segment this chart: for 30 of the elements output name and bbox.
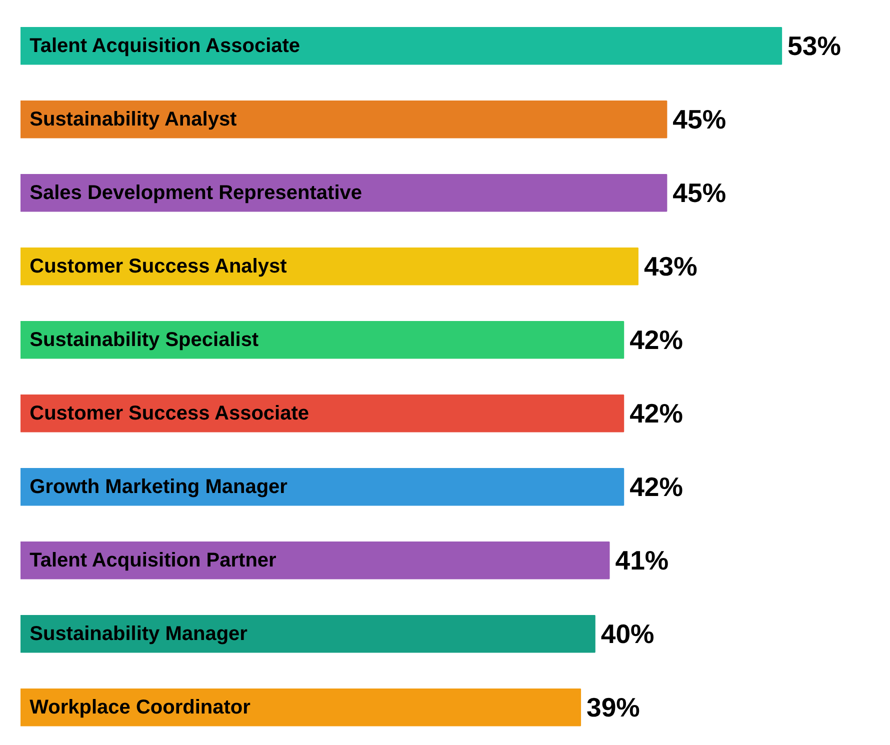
data-label: 39% xyxy=(586,692,640,722)
bar xyxy=(20,688,582,726)
data-label: 41% xyxy=(615,545,669,576)
bar xyxy=(20,394,624,432)
data-label: 45% xyxy=(672,178,726,208)
bar xyxy=(20,100,668,138)
y-tick-label: Workplace Coordinator xyxy=(30,696,251,718)
y-tick-label: Talent Acquisition Associate xyxy=(30,34,300,57)
data-label: 42% xyxy=(630,398,683,428)
bar xyxy=(20,27,782,65)
data-label: 45% xyxy=(672,104,726,134)
bar xyxy=(20,615,596,653)
y-tick-label: Talent Acquisition Partner xyxy=(30,549,277,572)
y-tick-label: Customer Success Analyst xyxy=(30,255,288,278)
data-label: 42% xyxy=(630,324,683,355)
y-tick-label: Sales Development Representative xyxy=(30,182,362,204)
bar xyxy=(20,321,624,359)
bar xyxy=(20,542,610,580)
bar xyxy=(20,468,624,506)
y-tick-label: Sustainability Specialist xyxy=(30,328,259,351)
bar xyxy=(20,174,668,212)
y-tick-label: Sustainability Manager xyxy=(30,622,248,645)
data-label: 42% xyxy=(630,472,683,502)
data-label: 40% xyxy=(600,618,654,649)
y-tick-label: Sustainability Analyst xyxy=(30,108,238,130)
bar xyxy=(20,248,638,286)
data-label: 43% xyxy=(644,251,698,282)
y-tick-label: Customer Success Associate xyxy=(30,402,310,424)
y-tick-label: Growth Marketing Manager xyxy=(30,476,288,498)
data-label: 53% xyxy=(788,30,841,61)
